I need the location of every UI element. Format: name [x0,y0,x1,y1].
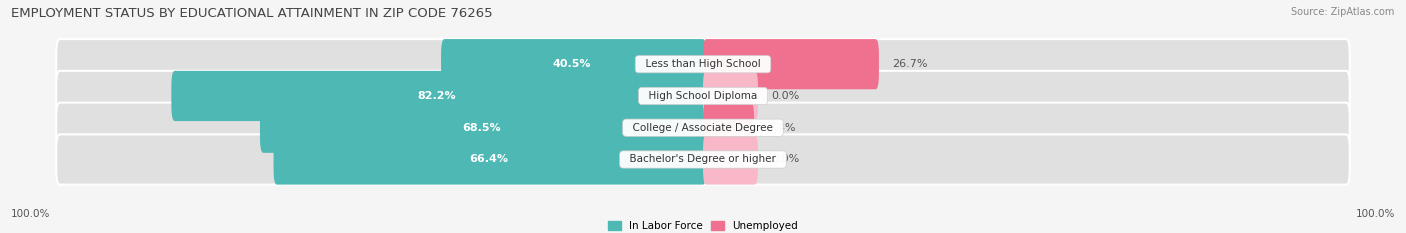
FancyBboxPatch shape [703,71,758,121]
FancyBboxPatch shape [172,71,706,121]
FancyBboxPatch shape [56,103,706,153]
FancyBboxPatch shape [56,71,706,121]
FancyBboxPatch shape [700,39,1350,89]
Text: Bachelor's Degree or higher: Bachelor's Degree or higher [623,154,783,164]
FancyBboxPatch shape [441,39,706,89]
Text: EMPLOYMENT STATUS BY EDUCATIONAL ATTAINMENT IN ZIP CODE 76265: EMPLOYMENT STATUS BY EDUCATIONAL ATTAINM… [11,7,494,20]
Text: Source: ZipAtlas.com: Source: ZipAtlas.com [1291,7,1395,17]
Text: High School Diploma: High School Diploma [643,91,763,101]
Legend: In Labor Force, Unemployed: In Labor Force, Unemployed [605,217,801,233]
FancyBboxPatch shape [56,134,706,185]
FancyBboxPatch shape [260,103,706,153]
FancyBboxPatch shape [700,103,1350,153]
Text: 0.0%: 0.0% [770,91,799,101]
Text: College / Associate Degree: College / Associate Degree [626,123,780,133]
Text: 82.2%: 82.2% [418,91,457,101]
Text: 100.0%: 100.0% [1355,209,1395,219]
FancyBboxPatch shape [703,134,758,185]
Text: 0.0%: 0.0% [770,154,799,164]
Text: 40.5%: 40.5% [553,59,592,69]
FancyBboxPatch shape [703,103,754,153]
FancyBboxPatch shape [703,39,879,89]
Text: 68.5%: 68.5% [463,123,501,133]
Text: 66.4%: 66.4% [468,154,508,164]
Text: 100.0%: 100.0% [11,209,51,219]
Text: 7.4%: 7.4% [768,123,796,133]
FancyBboxPatch shape [56,39,706,89]
Text: Less than High School: Less than High School [638,59,768,69]
FancyBboxPatch shape [700,71,1350,121]
FancyBboxPatch shape [700,134,1350,185]
FancyBboxPatch shape [274,134,706,185]
Text: 26.7%: 26.7% [891,59,928,69]
